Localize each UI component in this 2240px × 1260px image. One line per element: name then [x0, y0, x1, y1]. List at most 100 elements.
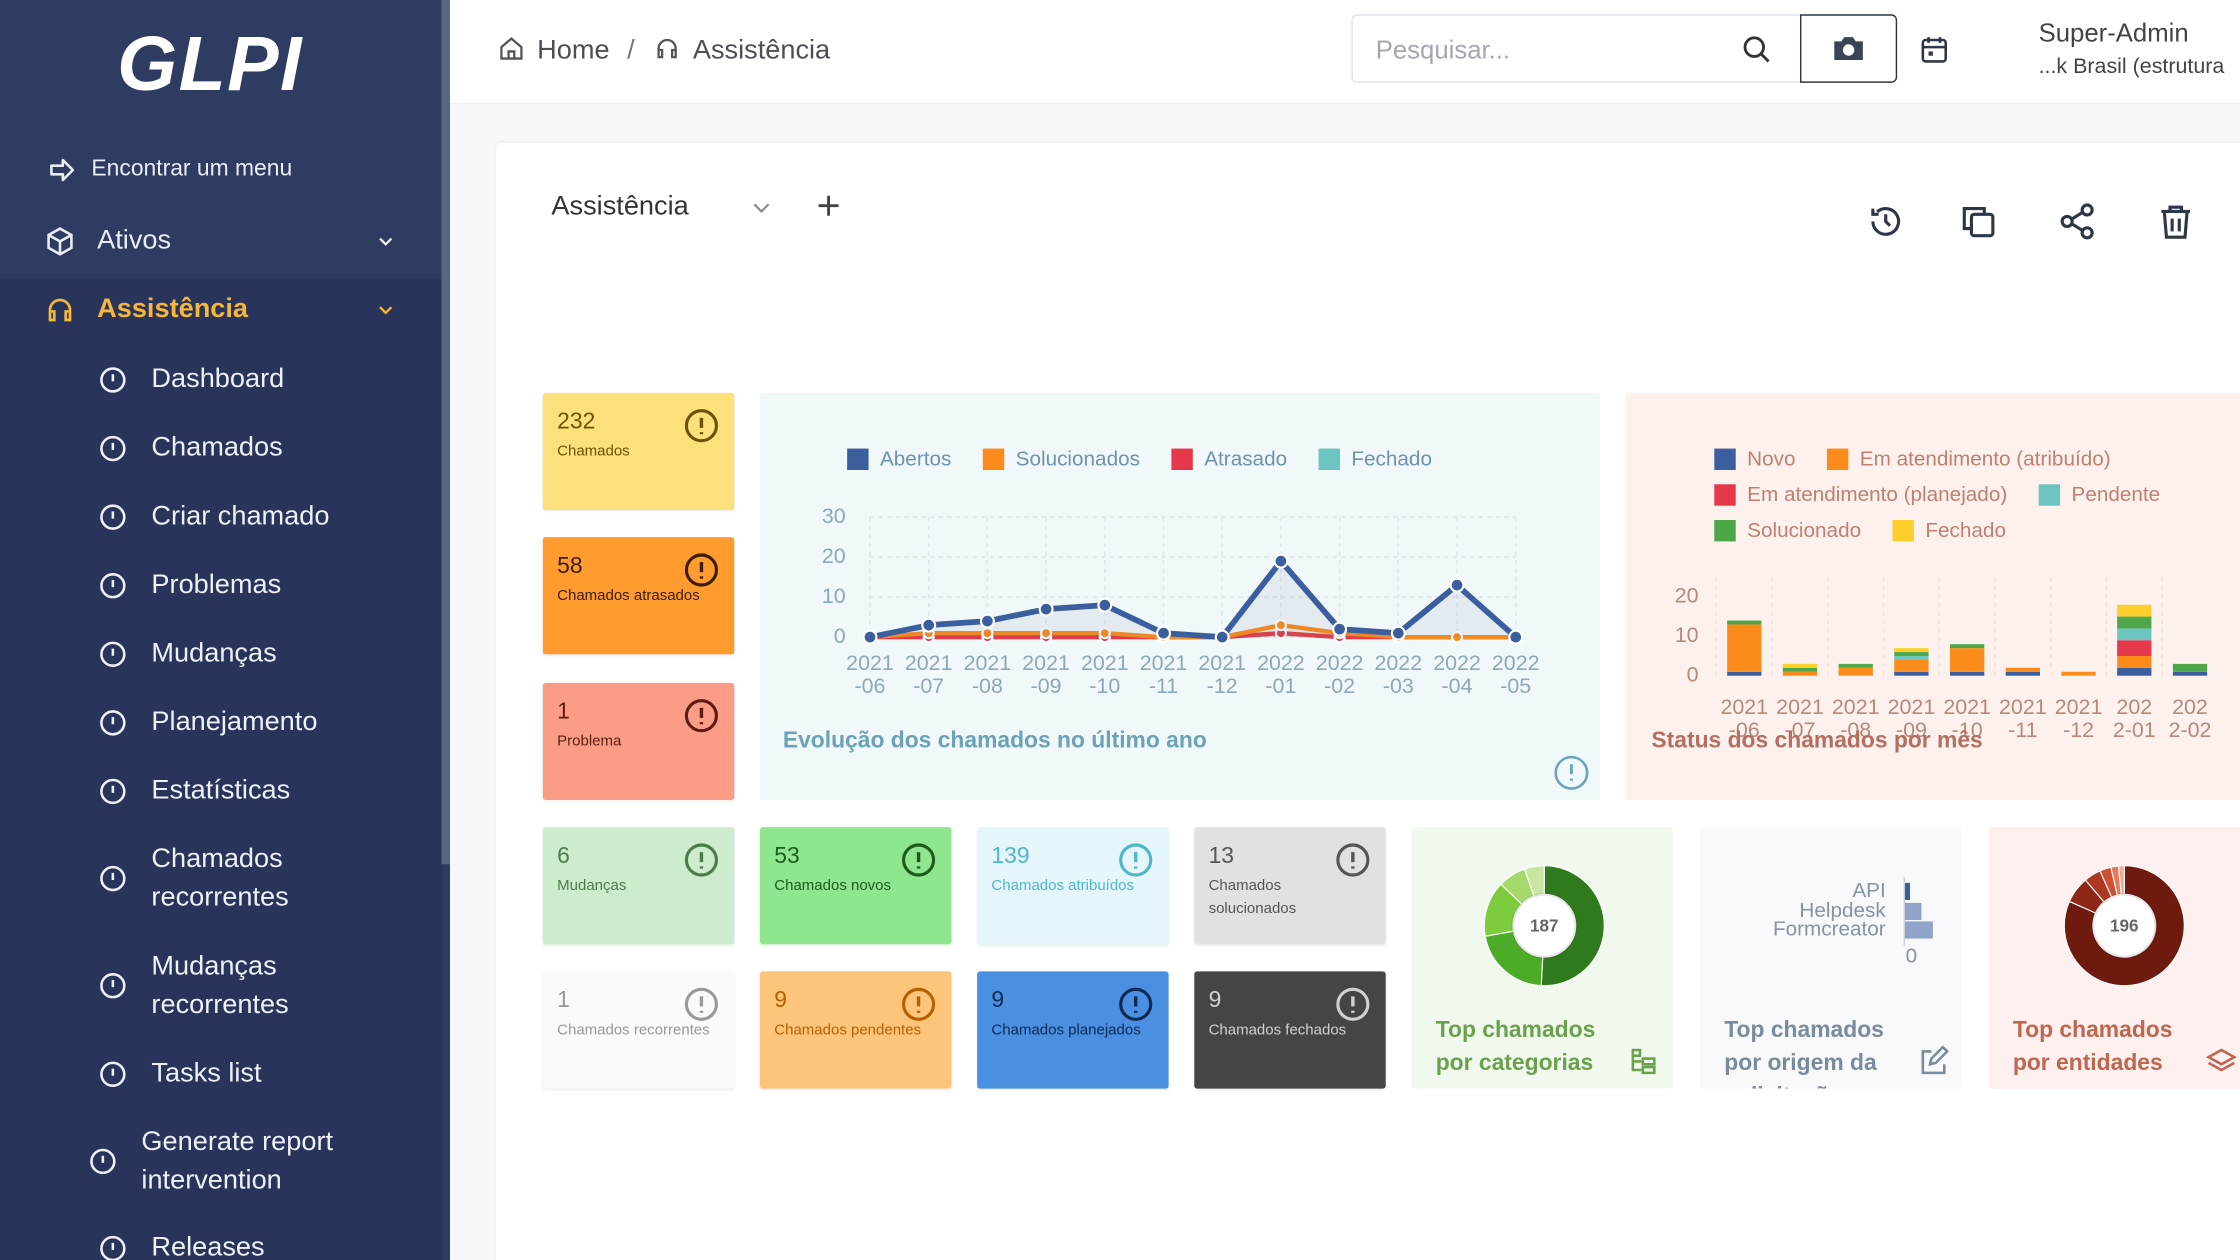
- edit-icon: [1921, 1045, 1949, 1075]
- camera-button[interactable]: [1799, 14, 1898, 83]
- top-bar: Home / Assistência Pesquisar... Super-Ad…: [449, 0, 2240, 105]
- submenu-item[interactable]: Chamados: [151, 432, 283, 463]
- submenu-bg: [0, 278, 443, 1260]
- tile-icon: [684, 409, 718, 443]
- line-chart-panel: [759, 392, 1600, 800]
- tile-value: 9: [991, 988, 1005, 1013]
- tile-label: Chamados atribuídos: [991, 877, 1135, 895]
- tile-value: 9: [1208, 988, 1222, 1013]
- tile-label: Chamados novos: [774, 877, 892, 895]
- tile[interactable]: 53 Chamados novos: [759, 827, 952, 945]
- submenu-item[interactable]: Mudanças: [151, 638, 277, 669]
- tile[interactable]: 13 Chamados solucionados: [1194, 827, 1386, 945]
- tile-value: 13: [1208, 844, 1234, 869]
- tile-value: 139: [991, 844, 1030, 869]
- submenu-item[interactable]: Problemas: [151, 569, 282, 600]
- submenu-item[interactable]: Tasks list: [151, 1058, 262, 1089]
- chevron: [379, 306, 393, 315]
- dashboard-name: Assistência: [551, 191, 689, 222]
- camera-icon: [1834, 37, 1863, 60]
- tile-icon: [1119, 843, 1153, 877]
- home-icon: [500, 37, 523, 60]
- submenu-item[interactable]: Releases: [151, 1232, 265, 1260]
- submenu-item[interactable]: Generate report intervention: [141, 1127, 334, 1196]
- layers-icon: [2205, 1048, 2237, 1072]
- chevron: [753, 203, 770, 213]
- tile[interactable]: 232 Chamados: [542, 392, 735, 510]
- tile[interactable]: 58 Chamados atrasados: [542, 537, 735, 655]
- submenu-icon: [100, 865, 126, 892]
- submenu-item[interactable]: Mudanças recorrentes: [151, 951, 289, 1020]
- tile-icon: [901, 987, 936, 1021]
- tile-icon: [684, 843, 718, 877]
- panel-title: Top chamados por origem da solicitação: [1724, 1018, 1884, 1089]
- hbar-panel: Top chamados por origem da solicitação: [1699, 827, 1962, 1089]
- tile-label: Problema: [557, 732, 622, 750]
- tile-value: 1: [557, 699, 570, 725]
- tile-label: Chamados fechados: [1208, 1021, 1347, 1039]
- submenu-icon: [100, 1235, 126, 1260]
- assist-icon: [48, 298, 72, 322]
- clone-button[interactable]: [1959, 201, 1999, 241]
- tile-value: 1: [557, 988, 570, 1013]
- user-entity[interactable]: ...k Brasil (estrutura: [2038, 54, 2225, 79]
- tile-label: Chamados recorrentes: [557, 1021, 710, 1039]
- submenu-icon: [100, 778, 126, 805]
- tile-icon: [684, 987, 718, 1021]
- panel-title: Top chamados por entidades: [2012, 1018, 2173, 1076]
- submenu-icon: [100, 710, 126, 736]
- tile[interactable]: 9 Chamados pendentes: [759, 971, 952, 1089]
- submenu-item[interactable]: Chamados recorrentes: [151, 844, 289, 913]
- tile-label: Chamados solucionados: [1208, 877, 1297, 918]
- search-box[interactable]: Pesquisar...: [1351, 14, 1802, 83]
- donut-panel: Top chamados por entidades: [1988, 827, 2240, 1089]
- tile-label: Chamados atrasados: [557, 587, 700, 605]
- menu-section-active[interactable]: Assistência: [97, 294, 249, 325]
- tile-label: Mudanças: [557, 877, 627, 895]
- delete-button[interactable]: [2156, 201, 2196, 241]
- user-name[interactable]: Super-Admin: [2038, 18, 2189, 48]
- bar-chart-panel: [1625, 392, 2240, 800]
- tile-value: 53: [774, 844, 800, 869]
- logo[interactable]: GLPI: [117, 21, 303, 108]
- share-button[interactable]: [2057, 201, 2097, 241]
- submenu-icon: [100, 1061, 126, 1087]
- submenu-item[interactable]: Criar chamado: [151, 501, 330, 532]
- tile[interactable]: 139 Chamados atribuídos: [977, 827, 1169, 945]
- sitemap-icon: [1631, 1048, 1656, 1075]
- tile-value: 9: [774, 988, 788, 1013]
- tile-icon: [684, 553, 718, 587]
- tile-label: Chamados pendentes: [774, 1021, 922, 1039]
- assist-icon: [657, 38, 677, 59]
- history-button[interactable]: [1866, 201, 1906, 241]
- find-menu[interactable]: Encontrar um menu: [91, 157, 293, 182]
- submenu-item[interactable]: Planejamento: [151, 707, 318, 738]
- submenu-icon: [100, 367, 126, 393]
- dashboard-selector[interactable]: Assistência: [538, 177, 803, 235]
- tile-label: Chamados: [557, 442, 630, 460]
- tile[interactable]: 6 Mudanças: [542, 827, 735, 945]
- submenu-icon: [100, 641, 126, 667]
- tile-value: 232: [557, 409, 596, 435]
- submenu-item[interactable]: Estatísticas: [151, 775, 291, 806]
- submenu-icon: [90, 1148, 116, 1175]
- tile[interactable]: 1 Problema: [542, 682, 735, 800]
- calendar-icon[interactable]: [1919, 34, 1950, 65]
- menu-section[interactable]: Ativos: [97, 225, 172, 256]
- tile[interactable]: 9 Chamados fechados: [1194, 971, 1386, 1089]
- tile-icon: [1336, 987, 1370, 1021]
- tile[interactable]: 1 Chamados recorrentes: [542, 971, 735, 1089]
- tile-icon: [901, 843, 936, 877]
- breadcrumb-link[interactable]: Home: [537, 35, 610, 66]
- tile[interactable]: 9 Chamados planejados: [977, 971, 1169, 1089]
- submenu-icon: [100, 435, 126, 462]
- add-dashboard[interactable]: [816, 193, 842, 219]
- submenu-icon: [100, 972, 126, 999]
- tile-icon: [1336, 843, 1370, 877]
- search-icon[interactable]: [1741, 34, 1772, 65]
- breadcrumb-separator: /: [627, 35, 635, 66]
- breadcrumb-link[interactable]: Assistência: [692, 35, 831, 66]
- submenu-item[interactable]: Dashboard: [151, 364, 285, 395]
